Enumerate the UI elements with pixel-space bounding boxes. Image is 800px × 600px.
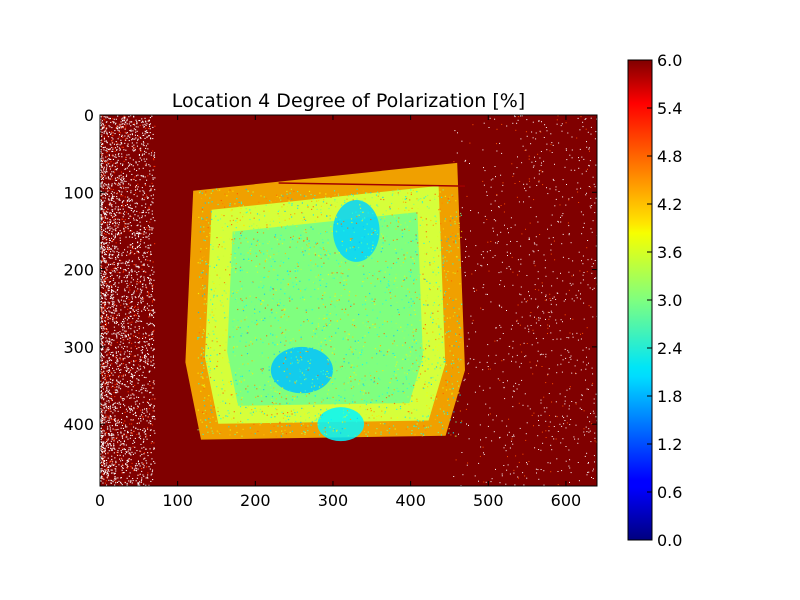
x-tick-label: 100 (162, 491, 193, 510)
y-tick-label: 200 (63, 261, 94, 280)
colorbar-tick-label: 5.4 (657, 99, 682, 118)
plot-frame (99, 114, 598, 487)
x-tick-label: 0 (95, 491, 105, 510)
colorbar-tick-label: 1.8 (657, 387, 682, 406)
colorbar-tick-label: 4.2 (657, 195, 682, 214)
y-tick-label: 100 (63, 183, 94, 202)
colorbar-tick-label: 0.0 (657, 531, 682, 550)
colorbar-tick-label: 2.4 (657, 339, 682, 358)
colorbar-tick-label: 6.0 (657, 51, 682, 70)
x-tick-label: 500 (473, 491, 504, 510)
colorbar-tick-label: 4.8 (657, 147, 682, 166)
colorbar-tick-label: 3.0 (657, 291, 682, 310)
y-tick-label: 300 (63, 338, 94, 357)
colorbar-tick-label: 0.6 (657, 483, 682, 502)
sample-region (185, 162, 465, 442)
heatmap-plot-area (100, 115, 597, 486)
x-axis: 0 100 200 300 400 500 600 (95, 115, 581, 510)
y-tick-label: 400 (63, 415, 94, 434)
y-tick-label: 0 (84, 106, 94, 125)
x-tick-label: 200 (240, 491, 271, 510)
noise-speckle-layer (100, 115, 597, 486)
x-tick-label: 400 (395, 491, 426, 510)
x-tick-label: 300 (318, 491, 349, 510)
y-axis: 0 100 200 300 400 (63, 106, 597, 434)
chart-title: Location 4 Degree of Polarization [%] (172, 90, 525, 112)
colorbar-tick-label: 1.2 (657, 435, 682, 454)
colorbar-tick-label: 3.6 (657, 243, 682, 262)
colorbar-axis: 0.0 0.6 1.2 1.8 2.4 3.0 3.6 4.2 4.8 5.4 6.0 (647, 51, 682, 550)
x-tick-label: 600 (551, 491, 582, 510)
